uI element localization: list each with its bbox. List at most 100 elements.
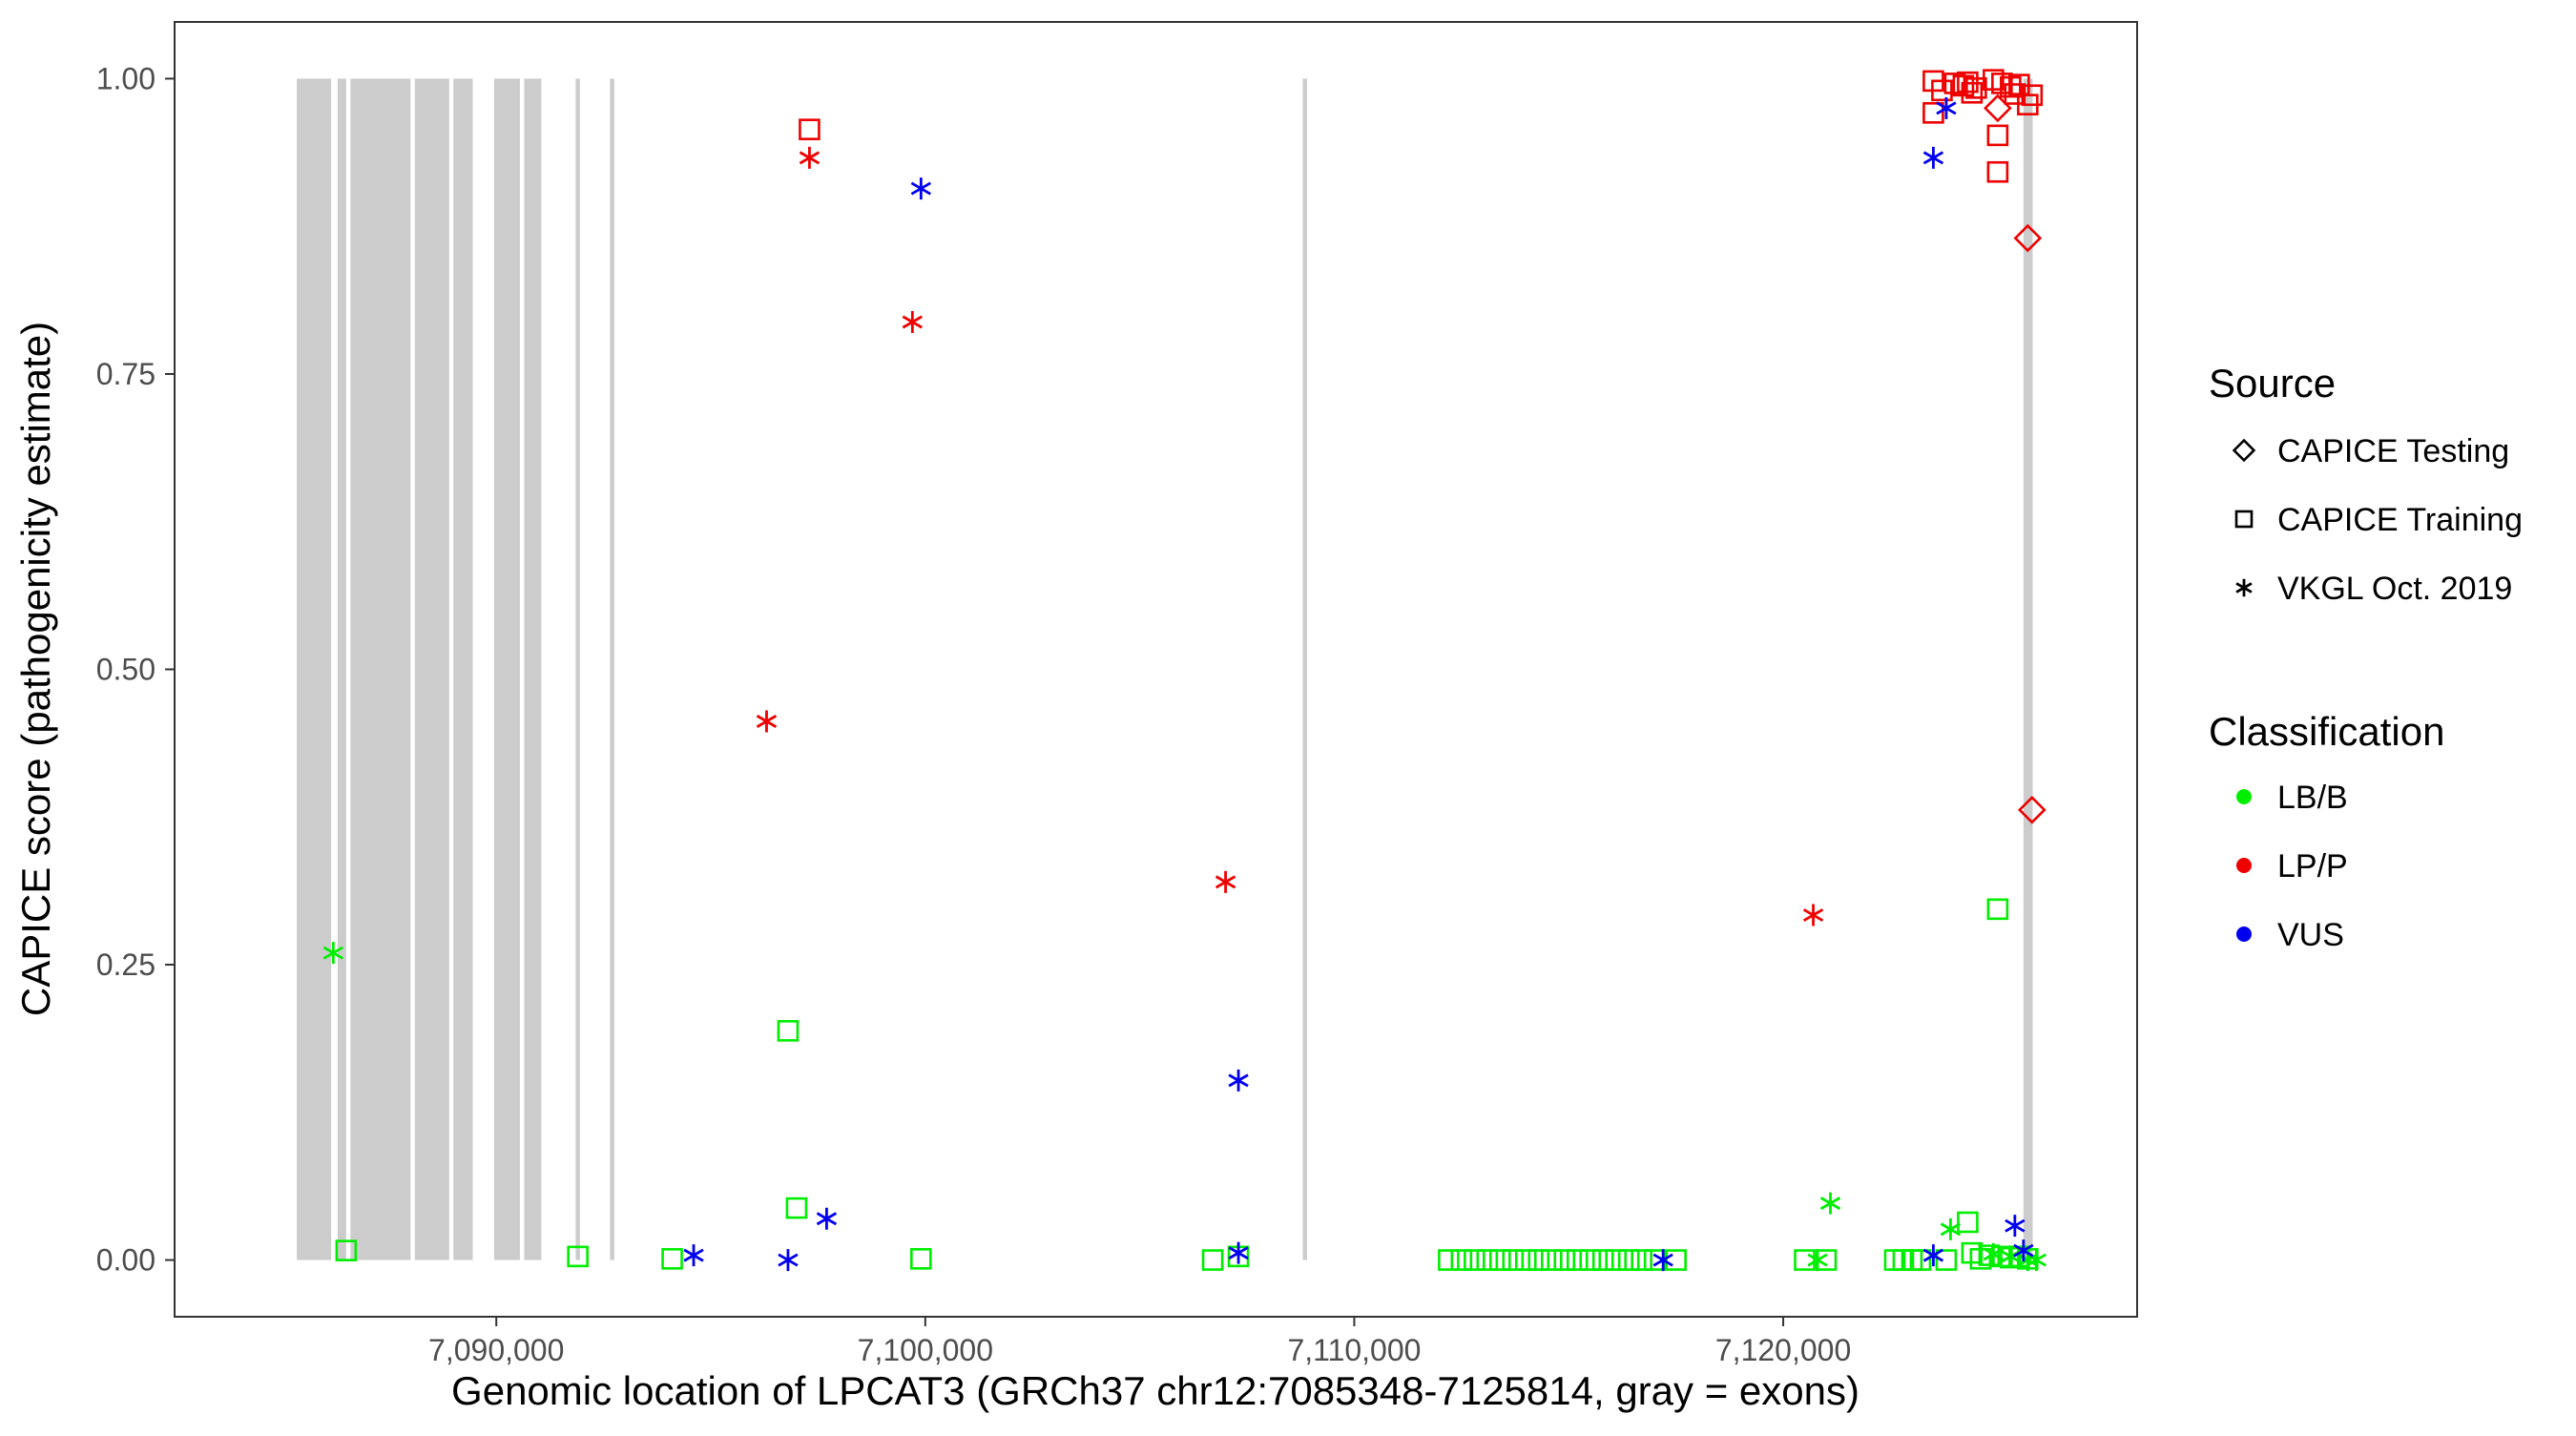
- y-axis-title: CAPICE score (pathogenicity estimate): [13, 322, 58, 1016]
- data-point-asterisk-2-0: [756, 710, 778, 733]
- exons-layer: [297, 78, 2033, 1260]
- data-point-square-1-6: [1201, 1249, 1224, 1271]
- exon-band-9: [610, 78, 614, 1260]
- data-point-asterisk-5-5: [1228, 1241, 1249, 1264]
- data-point-square-1-18: [1566, 1249, 1589, 1271]
- data-point-diamond-4-0: [1984, 94, 2012, 123]
- data-point-asterisk-5-3: [910, 177, 931, 200]
- data-point-asterisk-0-1: [1819, 1192, 1841, 1215]
- data-point-square-1-0: [335, 1239, 358, 1261]
- legend-key-diamond: [2232, 438, 2256, 463]
- x-tick-label: 7,120,000: [1715, 1333, 1851, 1367]
- data-point-square-1-36: [1978, 1244, 2001, 1266]
- legend-key-asterisk: [2235, 578, 2253, 597]
- exon-band-8: [575, 78, 580, 1260]
- legend-label-classification: LP/P: [2277, 848, 2348, 884]
- exon-band-4: [414, 78, 449, 1260]
- data-point-asterisk-5-8: [1922, 1244, 1944, 1267]
- legend: Source Classification CAPICE Testing CAPI…: [2209, 361, 2523, 953]
- data-point-asterisk-5-4: [1228, 1069, 1249, 1092]
- legend-title-source: Source: [2209, 361, 2336, 406]
- data-point-asterisk-5-1: [778, 1249, 799, 1272]
- legend-label-classification: LB/B: [2277, 780, 2348, 816]
- data-point-asterisk-2-4: [1802, 904, 1824, 926]
- data-point-square-1-20: [1591, 1249, 1614, 1271]
- data-point-square-1-19: [1579, 1249, 1602, 1271]
- data-point-asterisk-0-0: [322, 942, 344, 965]
- legend-title-classification: Classification: [2209, 709, 2444, 754]
- exon-band-10: [1302, 78, 1307, 1260]
- data-point-asterisk-5-0: [683, 1244, 704, 1267]
- data-point-square-1-27: [1815, 1249, 1838, 1271]
- y-tick-label: 0.50: [96, 653, 156, 687]
- y-tick-label: 0.00: [96, 1243, 156, 1278]
- legend-label-source: CAPICE Training: [2277, 502, 2523, 538]
- data-point-square-1-5: [910, 1248, 932, 1270]
- legend-label-source: VKGL Oct. 2019: [2277, 571, 2512, 607]
- y-tick-label: 0.75: [96, 357, 156, 391]
- data-point-square-1-26: [1794, 1249, 1816, 1271]
- data-point-square-1-31: [1909, 1249, 1932, 1271]
- x-tick-label: 7,110,000: [1287, 1333, 1421, 1367]
- data-point-asterisk-5-9: [1936, 96, 1957, 119]
- data-point-asterisk-5-10: [2005, 1215, 2025, 1238]
- data-point-square-3-3: [1931, 79, 1953, 102]
- data-point-square-1-15: [1527, 1249, 1550, 1271]
- data-point-square-1-14: [1514, 1249, 1537, 1271]
- x-tick-label: 7,100,000: [858, 1333, 993, 1367]
- data-point-asterisk-5-11: [2013, 1239, 2034, 1262]
- x-axis-title: Genomic location of LPCAT3 (GRCh37 chr12…: [451, 1368, 1859, 1413]
- data-point-square-3-7: [1961, 81, 1984, 104]
- legend-label-source: CAPICE Testing: [2277, 433, 2509, 469]
- data-point-square-1-21: [1605, 1249, 1628, 1271]
- data-point-square-3-11: [1986, 124, 2009, 147]
- y-tick-label: 0.25: [96, 947, 156, 982]
- exon-band-5: [453, 78, 473, 1260]
- y-tick-label: 1.00: [96, 61, 156, 95]
- data-point-square-1-25: [1665, 1249, 1687, 1271]
- data-point-square-1-12: [1489, 1249, 1511, 1271]
- legend-label-classification: VUS: [2277, 917, 2344, 953]
- data-point-diamond-4-1: [2013, 223, 2043, 253]
- data-point-square-1-22: [1617, 1249, 1640, 1271]
- data-point-asterisk-2-3: [1215, 870, 1236, 893]
- data-point-asterisk-2-2: [902, 310, 924, 333]
- exon-band-2: [337, 78, 346, 1260]
- data-point-square-1-8: [1438, 1249, 1460, 1271]
- data-point-square-3-10: [1986, 160, 2009, 183]
- legend-key-dot: [2236, 789, 2252, 804]
- exon-band-7: [524, 78, 542, 1260]
- exon-band-3: [350, 78, 411, 1260]
- exon-band-1: [297, 78, 332, 1260]
- data-point-square-1-33: [1957, 1211, 1979, 1234]
- legend-key-square: [2234, 510, 2254, 529]
- data-point-square-3-0: [799, 118, 821, 140]
- data-point-square-1-32: [1935, 1249, 1958, 1271]
- data-point-asterisk-2-1: [799, 146, 821, 169]
- data-point-square-1-13: [1502, 1249, 1525, 1271]
- exon-band-11: [2023, 78, 2033, 1260]
- data-point-square-1-2: [661, 1248, 683, 1270]
- data-point-square-1-16: [1540, 1249, 1563, 1271]
- legend-key-dot: [2236, 858, 2252, 873]
- data-point-square-1-4: [785, 1197, 808, 1219]
- exon-band-6: [493, 78, 520, 1260]
- data-point-square-1-11: [1476, 1249, 1499, 1271]
- x-axis: 7,090,000 7,100,000 7,110,000 7,120,000: [428, 1317, 1851, 1367]
- data-point-square-3-8: [1965, 77, 1987, 99]
- data-point-square-1-3: [777, 1020, 800, 1042]
- data-point-square-1-9: [1450, 1249, 1473, 1271]
- data-point-square-1-1: [567, 1245, 589, 1268]
- data-point-asterisk-5-2: [816, 1207, 838, 1230]
- data-point-square-3-2: [1922, 102, 1944, 124]
- data-point-asterisk-5-6: [1652, 1249, 1673, 1272]
- data-point-square-3-17: [2021, 84, 2044, 107]
- data-point-asterisk-5-7: [1922, 146, 1944, 169]
- x-tick-label: 7,090,000: [428, 1333, 564, 1367]
- points-layer: [322, 69, 2046, 1272]
- data-point-square-1-10: [1464, 1249, 1485, 1271]
- data-point-square-1-23: [1631, 1249, 1652, 1271]
- y-axis: 0.00 0.25 0.50 0.75 1.00: [96, 61, 175, 1278]
